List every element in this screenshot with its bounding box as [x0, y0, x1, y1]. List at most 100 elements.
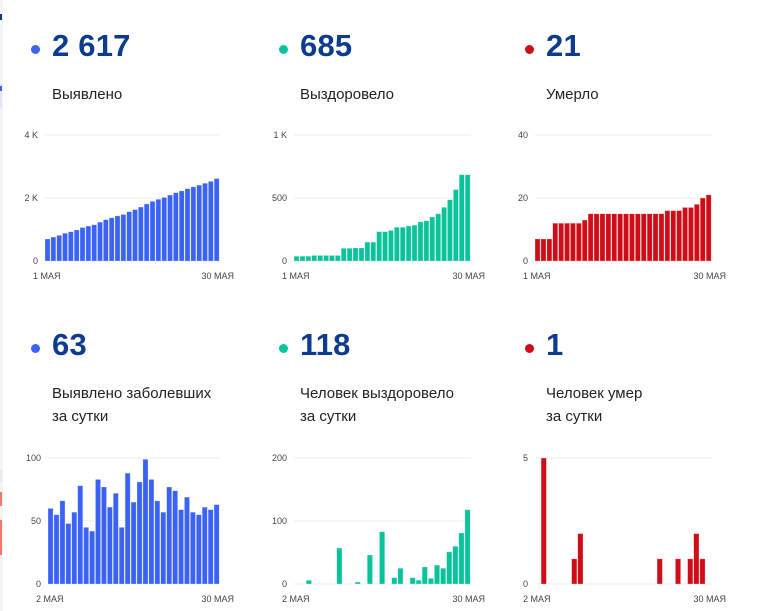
legend-dot-deaths	[525, 45, 534, 54]
bar	[118, 526, 125, 585]
bar	[458, 532, 465, 585]
bar	[634, 213, 641, 262]
bar	[195, 514, 202, 585]
bar	[155, 198, 162, 262]
bar	[658, 213, 665, 262]
bar	[452, 545, 459, 585]
bar	[693, 533, 700, 585]
bar	[173, 192, 179, 262]
bar	[213, 504, 220, 585]
y-tick-label: 100	[272, 516, 287, 526]
bar	[299, 255, 306, 262]
bar	[124, 472, 131, 585]
bar	[434, 564, 440, 585]
bar	[71, 511, 78, 585]
bar	[379, 531, 386, 585]
bar	[178, 190, 185, 262]
bar	[464, 509, 471, 585]
bar	[446, 551, 453, 585]
edge-marker	[0, 86, 2, 91]
y-tick-label: 20	[518, 193, 528, 203]
bar	[201, 506, 208, 585]
stat-label: Умерло	[546, 83, 599, 106]
bar	[599, 213, 606, 262]
bar	[53, 514, 60, 585]
y-tick-label: 0	[523, 256, 528, 266]
bar	[346, 247, 353, 262]
bar	[190, 186, 197, 262]
bar	[190, 511, 196, 585]
x-tick-label-end: 30 МАЯ	[452, 271, 485, 281]
stat-value: 21	[546, 28, 581, 63]
bar	[56, 235, 62, 262]
y-tick-label: 500	[272, 193, 287, 203]
bar	[126, 211, 132, 262]
legend-dot-recovered	[279, 45, 288, 54]
x-tick-label-start: 1 МАЯ	[282, 271, 310, 281]
legend-dot-recovered	[279, 344, 288, 353]
edge-marker	[0, 492, 2, 506]
bar	[429, 216, 436, 262]
legend-dot-cases	[31, 344, 40, 353]
y-tick-label: 5	[523, 453, 528, 463]
stat-label-line: Выздоровело	[300, 86, 395, 103]
bar	[323, 255, 329, 262]
bar	[160, 511, 167, 585]
legend-dot-cases	[31, 45, 40, 54]
bar	[423, 220, 430, 262]
bar	[73, 229, 80, 262]
bar	[334, 255, 341, 262]
bar	[705, 194, 712, 262]
bar	[699, 197, 706, 262]
bar	[409, 577, 416, 585]
x-tick-label-start: 2 МАЯ	[282, 594, 310, 604]
bar	[166, 486, 173, 585]
bar	[399, 226, 406, 262]
bar	[148, 479, 155, 585]
bar	[143, 203, 150, 262]
edge-marker	[0, 14, 2, 20]
bar	[540, 238, 547, 262]
y-tick-label: 50	[31, 516, 41, 526]
bar	[417, 221, 424, 262]
y-tick-label: 0	[282, 579, 287, 589]
bar	[112, 492, 119, 585]
bar	[366, 554, 373, 585]
bar	[108, 217, 115, 262]
bar	[293, 255, 300, 262]
bar	[464, 174, 471, 262]
bar	[676, 210, 682, 262]
bar	[317, 255, 324, 262]
bar	[207, 509, 214, 585]
bar	[687, 558, 694, 585]
bar	[59, 500, 66, 585]
y-tick-label: 0	[282, 256, 287, 266]
stat-label-line: Человек выздоровело	[300, 385, 454, 402]
bar	[546, 238, 553, 262]
bar	[646, 213, 653, 262]
bar	[581, 219, 588, 262]
bar	[103, 219, 109, 262]
bar	[178, 509, 184, 585]
bar	[405, 225, 412, 262]
stat-label-line: за сутки	[52, 408, 109, 425]
bar	[452, 189, 459, 262]
bar	[161, 197, 167, 262]
bar	[85, 225, 92, 262]
bar	[656, 558, 663, 585]
bar	[623, 213, 629, 262]
bar	[575, 222, 582, 262]
stat-label-line: Человек умер	[546, 385, 643, 402]
bar	[62, 232, 68, 262]
stat-value: 118	[300, 327, 351, 362]
bar	[91, 224, 97, 262]
stat-label: Выявлено заболевших за сутки	[52, 382, 211, 428]
bar	[120, 214, 127, 262]
bar	[136, 481, 143, 585]
x-tick-label-start: 1 МАЯ	[523, 271, 551, 281]
stat-label: Человек умер за сутки	[546, 382, 642, 428]
y-tick-label: 0	[36, 579, 41, 589]
y-tick-label: 4 K	[24, 130, 38, 140]
bar	[336, 547, 343, 585]
bar	[415, 579, 422, 585]
